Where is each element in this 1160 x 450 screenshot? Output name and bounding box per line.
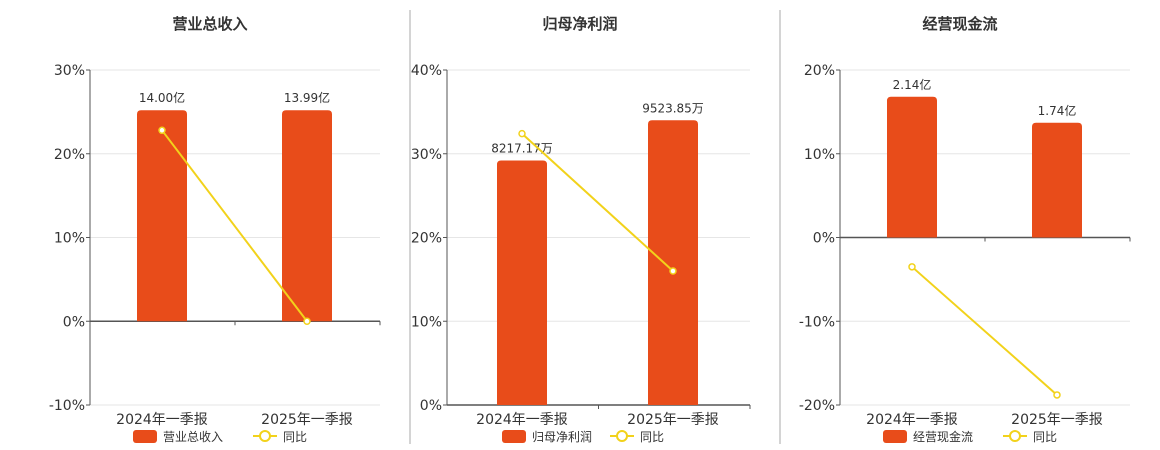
panel1-y-tick-label: 10% [54,231,85,247]
panel1-yoy-point-1 [158,126,166,135]
panel2-legend-line-marker [616,430,628,442]
panel1-bar-label-2: 13.99亿 [284,90,330,105]
panel1-yoy-point-2 [303,317,311,325]
panel3-legend-bar-swatch [883,430,907,443]
panel1-y-tick-label: -10% [49,398,85,414]
panel2-y-tick-label: 40% [411,63,442,79]
panel2-category-label-1: 2024年一季报 [476,412,568,428]
panel2-yoy-point-2 [669,267,677,275]
panel2-bar-label-2: 9523.85万 [642,101,704,115]
panel2-yoy-point-1 [518,129,526,138]
panel3-legend-line-label: 同比 [1033,430,1057,444]
panel2-legend-bar-swatch [502,430,526,443]
panel1-category-label-2: 2025年一季报 [261,412,353,428]
panel1-y-tick-label: 30% [54,63,85,79]
panel3-bar-1 [887,96,937,238]
panel2-y-tick-label: 30% [411,147,442,163]
panel1-legend-bar-swatch [133,430,157,443]
panel3-bar-label-1: 2.14亿 [893,77,932,92]
panel2-legend-bar-label: 归母净利润 [532,430,592,444]
panel1-legend-bar-label: 营业总收入 [163,430,223,444]
panel1-yoy-line [161,129,308,322]
panel3-yoy-point-1 [908,263,916,271]
panel2-bar-label-1: 8217.17万 [491,141,553,155]
panel3-yoy-point-2 [1053,391,1061,399]
panel2-chart-title: 归母净利润 [542,15,617,33]
panel2-bar-2 [648,120,698,405]
panel2-y-tick-label: 20% [411,231,442,247]
panel1-category-label-1: 2024年一季报 [116,412,208,428]
panel3-chart-title: 经营现金流 [922,15,997,33]
panel3-category-label-1: 2024年一季报 [866,412,958,428]
panel1-bar-label-1: 14.00亿 [139,90,185,105]
panel3-y-tick-label: -20% [799,398,835,414]
panel2-bar-1 [497,160,547,405]
panel3-legend-bar-label: 经营现金流 [913,429,973,444]
panel1-chart-title: 营业总收入 [172,15,247,33]
panel1-y-tick-label: 0% [63,314,85,330]
panel3-bar-label-2: 1.74亿 [1038,103,1077,118]
panel2-category-label-2: 2025年一季报 [627,412,719,428]
panel1-y-tick-label: 20% [54,147,85,163]
panel3-y-tick-label: -10% [799,314,835,330]
panel3-y-tick-label: 20% [804,63,835,79]
panel1-legend-line-label: 同比 [283,430,307,444]
panel3-y-tick-label: 0% [813,231,835,247]
panel1-bar-1 [137,110,187,322]
panel1-legend-line-marker [259,430,271,442]
panel1-bar-2 [282,110,332,322]
panel2-y-tick-label: 10% [411,314,442,330]
panel3-legend-line-marker [1009,430,1021,442]
panel3-y-tick-label: 10% [804,147,835,163]
panel3-category-label-2: 2025年一季报 [1011,412,1103,428]
panel3-yoy-line [911,266,1058,396]
panel2-legend-line-label: 同比 [640,430,664,444]
panel2-y-tick-label: 0% [420,398,442,414]
panel3-bar-2 [1032,122,1082,238]
panel2-yoy-line [521,132,674,272]
